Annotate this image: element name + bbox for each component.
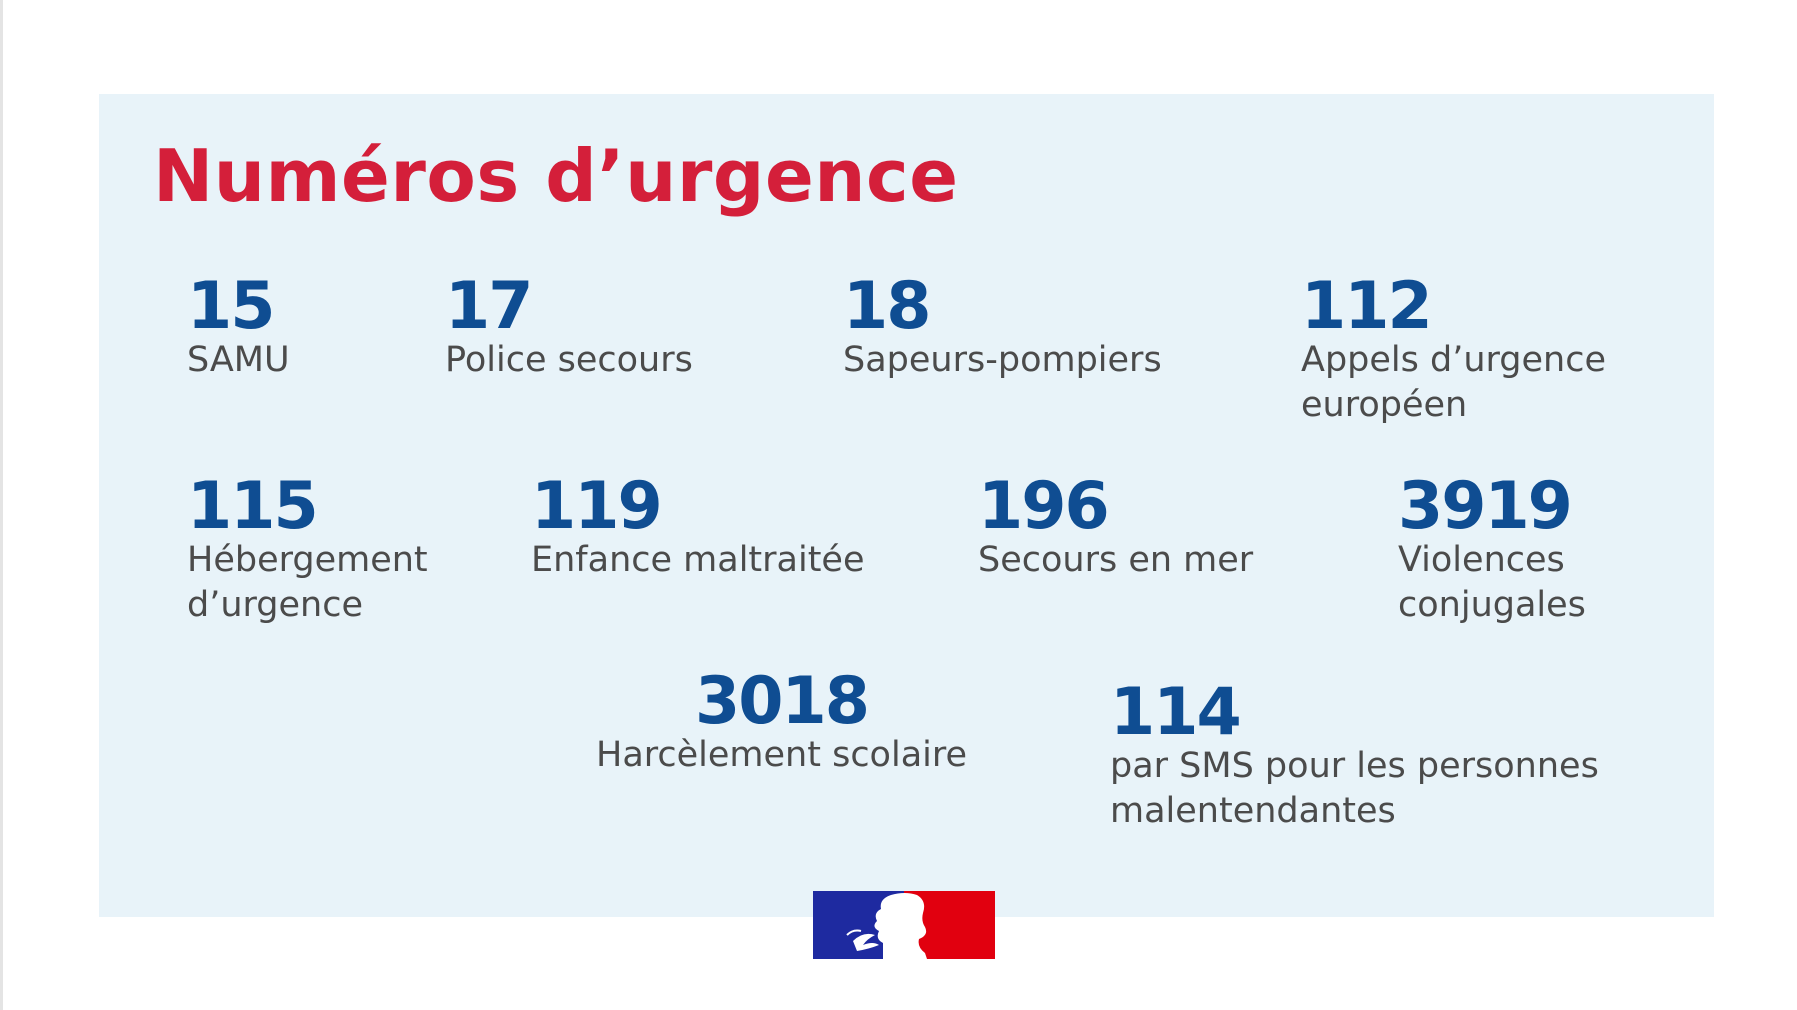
label-112-line-1: Appels d’urgence — [1301, 340, 1607, 380]
number-18: 18 — [843, 269, 931, 344]
label-196-line-1: Secours en mer — [978, 540, 1254, 580]
label-15-line-1: SAMU — [187, 340, 290, 380]
label-114-line-1: par SMS pour les personnes — [1110, 746, 1599, 786]
page-title: Numéros d’urgence — [153, 134, 959, 218]
number-119: 119 — [531, 469, 663, 544]
entry-119: 119 Enfance maltraitée — [531, 470, 865, 583]
label-112-line-2: européen — [1301, 385, 1468, 425]
entry-3018: 3018 Harcèlement scolaire — [596, 665, 967, 778]
emergency-numbers-panel — [99, 94, 1714, 917]
entry-18: 18 Sapeurs-pompiers — [843, 270, 1162, 383]
label-119-line-1: Enfance maltraitée — [531, 540, 865, 580]
number-115: 115 — [187, 469, 319, 544]
entry-112: 112 Appels d’urgence européen — [1301, 270, 1606, 428]
label-114-line-2: malentendantes — [1110, 791, 1396, 831]
number-15: 15 — [187, 269, 275, 344]
label-17-line-1: Police secours — [445, 340, 693, 380]
entry-114: 114 par SMS pour les personnes malentend… — [1110, 676, 1599, 834]
number-3018: 3018 — [695, 664, 870, 739]
entry-196: 196 Secours en mer — [978, 470, 1253, 583]
number-3919: 3919 — [1398, 469, 1573, 544]
label-115-line-2: d’urgence — [187, 585, 364, 625]
entry-115: 115 Hébergement d’urgence — [187, 470, 428, 628]
entry-17: 17 Police secours — [445, 270, 693, 383]
page-left-edge — [0, 0, 3, 1010]
label-115-line-1: Hébergement — [187, 540, 428, 580]
entry-3919: 3919 Violences conjugales — [1398, 470, 1586, 628]
number-112: 112 — [1301, 269, 1433, 344]
entry-15: 15 SAMU — [187, 270, 290, 383]
label-3919-line-1: Violences — [1398, 540, 1565, 580]
number-196: 196 — [978, 469, 1110, 544]
marianne-logo-icon — [813, 891, 995, 959]
number-114: 114 — [1110, 675, 1242, 750]
label-18-line-1: Sapeurs-pompiers — [843, 340, 1162, 380]
label-3919-line-2: conjugales — [1398, 585, 1586, 625]
label-3018-line-1: Harcèlement scolaire — [596, 735, 968, 775]
number-17: 17 — [445, 269, 533, 344]
